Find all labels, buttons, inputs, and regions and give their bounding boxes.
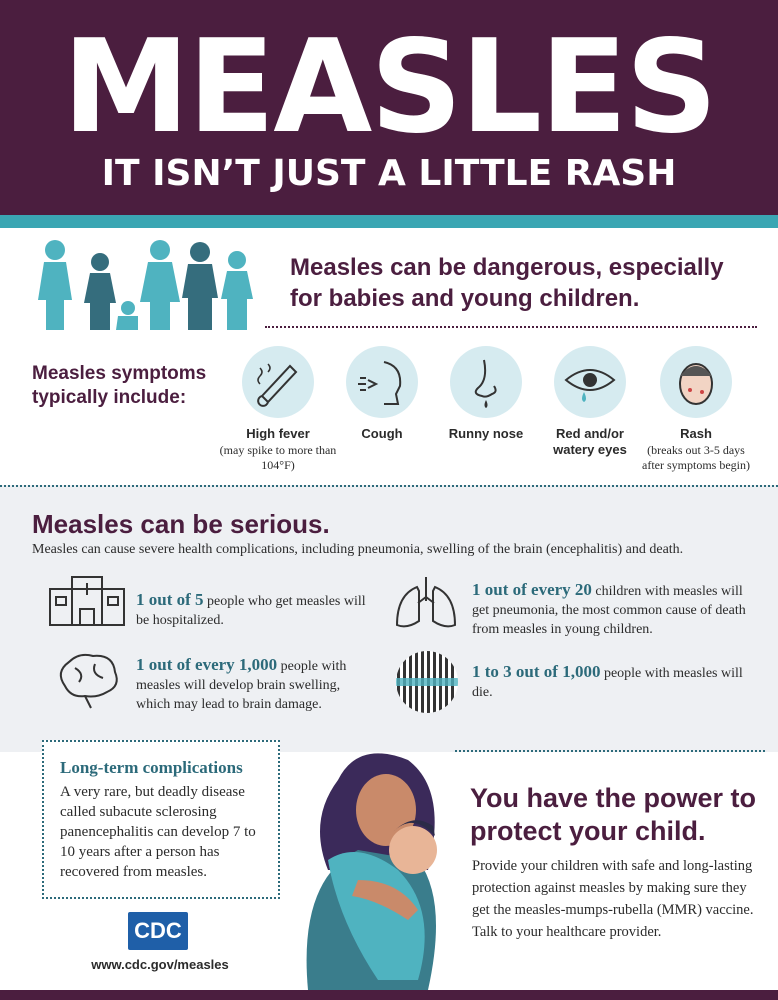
stat: 1 out of every 20 children with measles … bbox=[472, 580, 752, 639]
children-icons bbox=[38, 240, 253, 330]
symptom-icon bbox=[554, 346, 626, 418]
stat-highlight: 1 out of every 20 bbox=[472, 580, 592, 599]
symptom-note: (breaks out 3-5 days after symptoms begi… bbox=[642, 443, 750, 472]
divider bbox=[265, 326, 757, 328]
symptom-label: Runny nose bbox=[448, 426, 524, 441]
symptom-icon bbox=[660, 346, 732, 418]
stat-highlight: 1 out of every 1,000 bbox=[136, 655, 278, 674]
bottom-bar bbox=[0, 990, 778, 1000]
cdc-logo: CDC bbox=[128, 912, 188, 950]
symptoms-heading: Measles symptoms typically include: bbox=[32, 363, 207, 408]
symptom-icon bbox=[242, 346, 314, 418]
symptom-label: Rash bbox=[680, 426, 712, 441]
stat: 1 to 3 out of 1,000 people with measles … bbox=[472, 662, 752, 702]
divider bbox=[455, 750, 765, 752]
stat: 1 out of 5 people who get measles will b… bbox=[136, 590, 366, 630]
stat-text: people with measles will develop brain s… bbox=[136, 659, 347, 712]
stat: 1 out of every 1,000 people with measles… bbox=[136, 655, 366, 714]
power-text: Provide your children with safe and long… bbox=[472, 858, 754, 940]
stat-highlight: 1 out of 5 bbox=[136, 590, 204, 609]
stat-highlight: 1 to 3 out of 1,000 bbox=[472, 662, 601, 681]
symptom-label: High fever bbox=[246, 426, 310, 441]
serious-text: Measles can cause severe health complica… bbox=[32, 542, 684, 557]
header bbox=[0, 0, 778, 215]
serious-section bbox=[0, 485, 778, 752]
mother-child-illustration bbox=[306, 753, 437, 990]
symptom-label: Cough bbox=[361, 426, 403, 441]
symptom-icon bbox=[450, 346, 522, 418]
brain-icon bbox=[59, 653, 118, 709]
long-term-text: A very rare, but deadly disease called s… bbox=[60, 784, 256, 880]
stat-text: children with measles will get pneumonia… bbox=[472, 584, 746, 637]
title: MEASLES bbox=[62, 13, 717, 162]
symptom-label: Red and/or watery eyes bbox=[553, 426, 627, 457]
stripe bbox=[0, 215, 778, 228]
stat-text: people who get measles will be hospitali… bbox=[136, 594, 366, 628]
stat-text: people with measles will die. bbox=[472, 666, 743, 700]
long-term-heading: Long-term complications bbox=[60, 758, 243, 777]
population-icon bbox=[396, 651, 458, 713]
power-heading: You have the power to protect your child… bbox=[470, 783, 757, 846]
url[interactable]: www.cdc.gov/measles bbox=[91, 957, 229, 972]
lungs-icon bbox=[395, 577, 457, 628]
intro-text: Measles can be dangerous, especially for… bbox=[290, 254, 724, 312]
long-term-box bbox=[42, 740, 280, 899]
hospital-icon bbox=[49, 576, 125, 626]
subtitle: IT ISN’T JUST A LITTLE RASH bbox=[101, 153, 677, 194]
symptom-note: (may spike to more than 104°F) bbox=[219, 443, 337, 472]
serious-heading: Measles can be serious. bbox=[32, 509, 330, 539]
symptom-icon bbox=[346, 346, 418, 418]
